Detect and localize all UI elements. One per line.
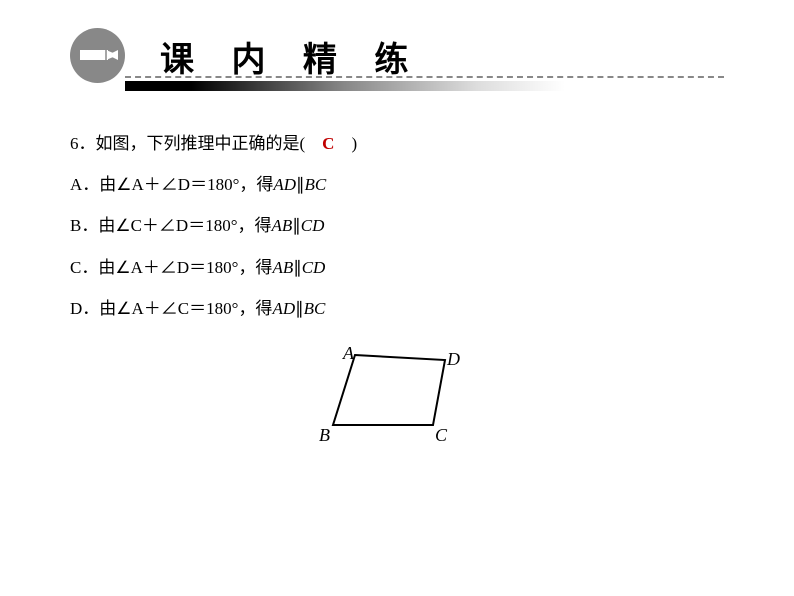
stem-before: ．如图，下列推理中正确的是( <box>79 134 323 153</box>
header-gradient-bar <box>125 81 565 91</box>
option-C: C．由∠A＋∠D＝180°，得AB∥CD <box>70 254 724 281</box>
option-D: D．由∠A＋∠C＝180°，得AD∥BC <box>70 295 724 322</box>
svg-text:D: D <box>446 349 460 369</box>
svg-text:B: B <box>319 425 330 445</box>
question-number: 6 <box>70 134 79 153</box>
options-list: A．由∠A＋∠D＝180°，得AD∥BC B．由∠C＋∠D＝180°，得AB∥CD… <box>70 171 724 322</box>
section-header: 课 内 精 练 <box>70 28 724 93</box>
pencil-icon <box>70 28 125 83</box>
svg-text:C: C <box>435 425 448 445</box>
svg-text:A: A <box>342 345 355 363</box>
question-answer: C <box>322 134 334 153</box>
question-stem: 6．如图，下列推理中正确的是( C ) <box>70 130 724 157</box>
question-block: 6．如图，下列推理中正确的是( C ) A．由∠A＋∠D＝180°，得AD∥BC… <box>70 130 724 336</box>
stem-after: ) <box>334 134 357 153</box>
option-B: B．由∠C＋∠D＝180°，得AB∥CD <box>70 212 724 239</box>
option-A: A．由∠A＋∠D＝180°，得AD∥BC <box>70 171 724 198</box>
quadrilateral-figure: A B C D <box>315 345 480 460</box>
section-title: 课 内 精 练 <box>160 32 422 81</box>
header-dashed-line <box>125 76 724 78</box>
